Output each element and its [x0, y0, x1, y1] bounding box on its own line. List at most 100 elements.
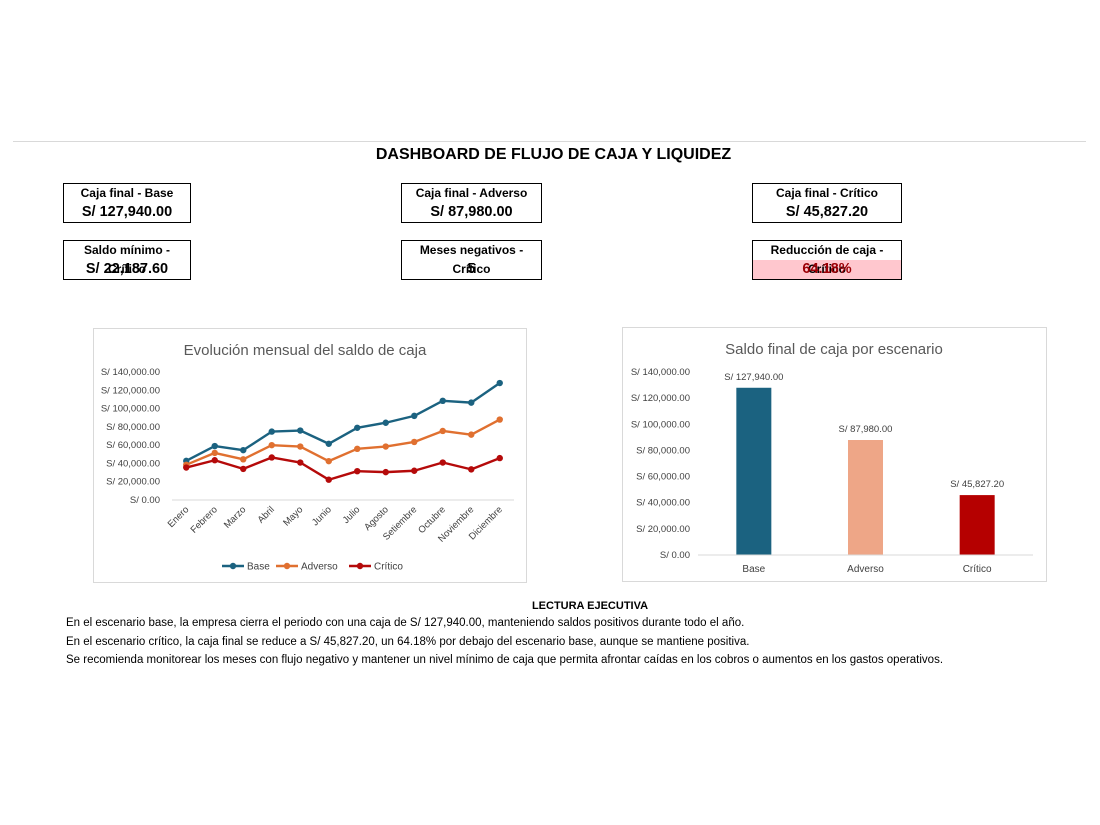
series-point	[468, 466, 475, 473]
series-point	[354, 424, 361, 431]
series-point	[411, 467, 418, 474]
kpi-saldo-minimo-critico: Saldo mínimo - Crítico S/ 22,187.60	[63, 240, 191, 280]
kpi-label: Caja final - Crítico	[775, 186, 879, 200]
series-point	[382, 443, 389, 450]
series-line-1	[185, 382, 501, 462]
bar-data-label: S/ 87,980.00	[839, 424, 893, 435]
executive-line-1: En el escenario base, la empresa cierra …	[66, 617, 745, 629]
series-point	[382, 468, 389, 476]
series-line-2	[185, 418, 501, 466]
x-tick-label: Base	[742, 564, 765, 575]
x-tick-label: Adverso	[847, 564, 884, 575]
series-point	[268, 428, 275, 435]
series-point	[268, 441, 275, 449]
series-line-3	[185, 456, 501, 481]
kpi-value: S/ 127,940.00	[81, 204, 173, 220]
series-point	[240, 446, 247, 454]
executive-line-3: Se recomienda monitorear los meses con f…	[66, 654, 944, 666]
line-chart-panel: Evolución mensual del saldo de caja S/ 0…	[93, 328, 527, 583]
kpi-label: Meses negativos - Crítico	[419, 243, 524, 276]
kpi-value: S/ 22,187.60	[85, 261, 169, 277]
series-point	[439, 459, 446, 466]
y-tick-label: S/ 80,000.00	[106, 422, 160, 433]
kpi-label: Caja final - Base	[80, 186, 174, 200]
series-point	[183, 464, 190, 471]
y-tick-label: S/ 140,000.00	[631, 367, 690, 378]
series-point	[211, 457, 218, 464]
y-tick-label: S/ 40,000.00	[636, 498, 690, 509]
y-tick-label: S/ 60,000.00	[636, 472, 690, 483]
y-tick-label: S/ 20,000.00	[106, 477, 160, 488]
series-point	[297, 459, 304, 466]
series-point	[468, 399, 475, 406]
series-point	[325, 440, 332, 447]
series-point	[240, 465, 247, 473]
executive-line-2: En el escenario crítico, la caja final s…	[66, 636, 750, 648]
series-point	[468, 431, 475, 438]
legend-label: Adverso	[301, 562, 338, 573]
series-point	[325, 476, 332, 483]
legend-label: Crítico	[374, 562, 403, 573]
bar-base	[736, 387, 772, 555]
bar-data-label: S/ 127,940.00	[724, 372, 783, 383]
kpi-label: Reducción de caja - Crítico	[770, 243, 884, 276]
line-chart: Evolución mensual del saldo de caja S/ 0…	[101, 342, 514, 573]
kpi-value: 64.18%	[753, 260, 901, 279]
series-point	[297, 443, 304, 450]
x-tick-label: Enero	[166, 504, 192, 530]
kpi-meses-negativos-critico: Meses negativos - Crítico 5	[401, 240, 542, 280]
series-point	[211, 449, 218, 457]
kpi-caja-final-adverso: Caja final - Adverso S/ 87,980.00	[401, 183, 542, 223]
x-tick-label: Febrero	[189, 504, 220, 535]
legend-label: Base	[247, 562, 270, 573]
series-point	[354, 468, 361, 475]
x-tick-label: Julio	[341, 504, 363, 526]
kpi-value: 5	[467, 261, 476, 277]
x-tick-label: Mayo	[281, 504, 305, 528]
y-tick-label: S/ 40,000.00	[106, 458, 160, 469]
legend-swatch-point	[229, 562, 237, 570]
series-point	[496, 379, 503, 387]
series-point	[240, 456, 247, 463]
kpi-caja-final-critico: Caja final - Crítico S/ 45,827.20	[752, 183, 902, 223]
y-tick-label: S/ 0.00	[130, 495, 160, 506]
series-point	[411, 438, 418, 446]
series-point	[354, 445, 361, 452]
dashboard-title: DASHBOARD DE FLUJO DE CAJA Y LIQUIDEZ	[375, 146, 732, 163]
series-point	[382, 419, 389, 426]
line-chart-title: Evolución mensual del saldo de caja	[184, 342, 427, 359]
series-point	[439, 397, 446, 404]
x-tick-label: Marzo	[222, 504, 248, 530]
x-tick-label: Crítico	[963, 564, 992, 575]
y-tick-label: S/ 120,000.00	[631, 393, 690, 404]
bar-adverso	[848, 439, 883, 555]
x-tick-label: Junio	[310, 504, 334, 528]
x-tick-label: Abril	[256, 504, 277, 525]
series-point	[211, 442, 218, 450]
y-tick-label: S/ 80,000.00	[636, 445, 690, 456]
legend-swatch-point	[356, 562, 364, 570]
kpi-value: S/ 45,827.20	[785, 204, 869, 220]
y-tick-label: S/ 100,000.00	[631, 419, 690, 430]
bar-chart-title: Saldo final de caja por escenario	[725, 341, 943, 358]
series-point	[325, 457, 332, 465]
series-point	[496, 454, 503, 462]
kpi-label: Saldo mínimo - Crítico	[83, 243, 170, 276]
kpi-label: Caja final - Adverso	[415, 186, 528, 200]
executive-summary-title: LECTURA EJECUTIVA	[531, 600, 649, 612]
y-tick-label: S/ 60,000.00	[106, 440, 160, 451]
y-tick-label: S/ 20,000.00	[636, 524, 690, 535]
legend-swatch-point	[283, 562, 291, 570]
bar-chart-panel: Saldo final de caja por escenario S/ 0.0…	[622, 327, 1047, 582]
y-tick-label: S/ 100,000.00	[101, 404, 160, 415]
bar-data-label: S/ 45,827.20	[950, 479, 1004, 490]
bar-crítico	[959, 495, 995, 555]
series-point	[297, 427, 304, 434]
y-tick-label: S/ 120,000.00	[101, 385, 160, 396]
series-point	[411, 412, 418, 420]
kpi-reduccion-caja-critico: Reducción de caja - Crítico 64.18%	[752, 240, 902, 280]
y-tick-label: S/ 140,000.00	[101, 367, 160, 378]
header-divider	[13, 141, 1086, 142]
bar-chart: Saldo final de caja por escenario S/ 0.0…	[631, 341, 1033, 575]
series-point	[496, 416, 503, 423]
